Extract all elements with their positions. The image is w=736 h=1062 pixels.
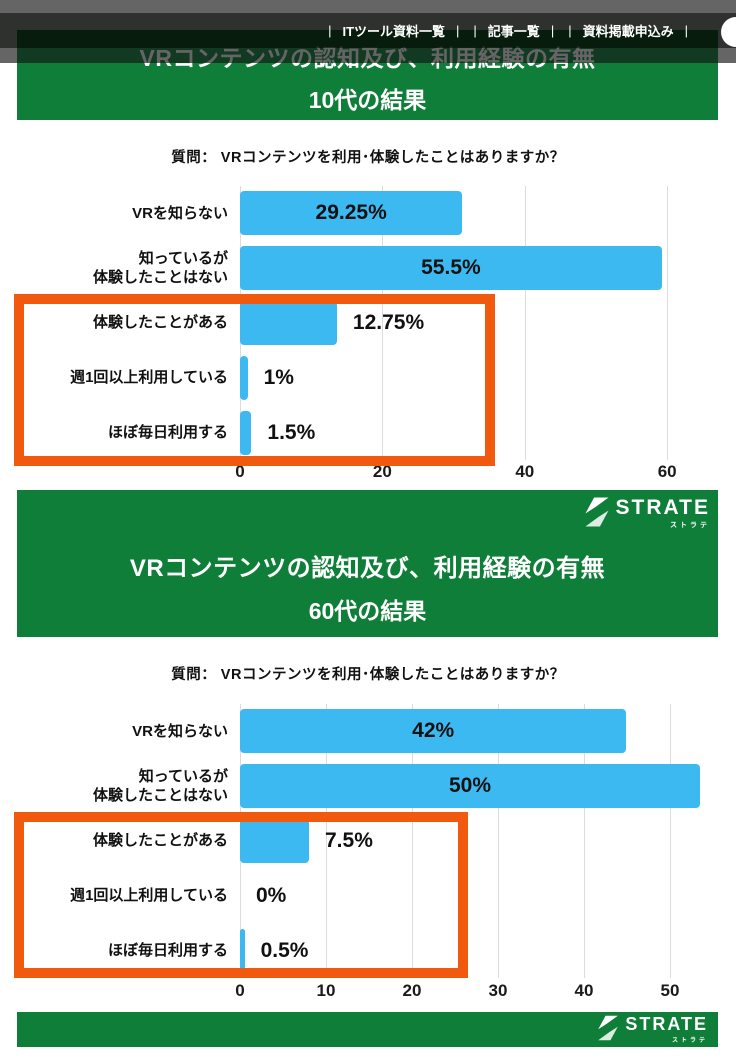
bar [240,355,248,400]
axis-tick: 20 [372,462,392,481]
axis-tick: 60 [657,462,677,481]
strate-logo-text: STRATE ストラテ [625,1014,708,1044]
chart-row: 体験したことがある 12.75% [0,296,736,351]
bar [240,709,627,754]
chart-row: 週1回以上利用している 1% [0,350,736,405]
highlight-rectangle-teens [14,294,495,466]
bar-value-label: 50% [448,774,492,798]
category-label: 体験したことがある [92,314,228,332]
bottom-brand-bar: STRATE ストラテ [17,1012,718,1047]
bar [240,246,662,291]
section-subtitle: 10代の結果 [308,87,427,113]
nav-separator: | [684,23,688,38]
nav-item-articles[interactable]: | 記事一覧 | [473,23,555,39]
axis-tick: 30 [488,981,508,1000]
axis-tick: 0 [235,462,245,481]
strate-logo-icon [584,497,609,527]
nav-separator: | [456,23,460,38]
plot-cell: 29.25% [240,186,736,241]
axis-tick: 50 [660,981,680,1000]
bar [240,764,700,809]
axis-tick: 10 [316,981,336,1000]
category-label: 週1回以上利用している [70,369,228,387]
category-label: 知っているが 体験したことはない [92,767,228,805]
category-label: ほぼ毎日利用する [107,941,228,959]
plot-cell: 55.5% [240,241,736,296]
nav-item-it-tools[interactable]: | ITツール資料一覧 | [328,23,460,39]
strate-logo: STRATE ストラテ [597,1015,708,1044]
bar [240,410,252,455]
nav-separator: | [473,23,477,38]
top-navbar: | ITツール資料一覧 | | 記事一覧 | | 資料掲載申込み | [0,13,736,48]
floating-widget-circle[interactable] [721,17,736,47]
bar [240,928,245,973]
section-subtitle: 60代の結果 [308,598,427,624]
plot-cell: 0% [240,868,736,923]
bar-chart-sixties: VRを知らない 42% 知っているが 体験したことはない 50% 体験したことが… [0,704,736,978]
plot-cell: 42% [240,704,736,759]
survey-question: 質問： VRコンテンツを利用･体験したことはありますか？ [171,667,565,683]
nav-separator: | [328,23,332,38]
section-header-sixties: STRATE ストラテ VRコンテンツの認知及び、利用経験の有無 60代の結果 [17,490,718,637]
bar [240,818,309,863]
category-label: VRを知らない [132,204,228,222]
category-label: VRを知らない [132,722,228,740]
survey-question: 質問： VRコンテンツを利用･体験したことはありますか？ [171,150,565,166]
chart-row: 体験したことがある 7.5% [0,814,736,869]
bar-value-label: 1.5% [267,420,316,444]
category-label: ほぼ毎日利用する [107,423,228,441]
top-shade-overlay [0,0,736,13]
section-title: VRコンテンツの認知及び、利用経験の有無 [129,555,606,582]
axis-tick: 40 [515,462,535,481]
bar-value-label: 55.5% [421,256,481,280]
strate-logo: STRATE ストラテ [584,497,710,530]
bar-value-label: 1% [263,365,294,389]
plot-cell: 12.75% [240,296,736,351]
category-label: 体験したことがある [92,832,228,850]
chart-row: ほぼ毎日利用する 0.5% [0,923,736,978]
plot-cell: 0.5% [240,923,736,978]
bar [240,191,463,236]
chart-row: ほぼ毎日利用する 1.5% [0,405,736,460]
x-axis: 0 20 40 60 [235,462,715,486]
axis-tick: 40 [574,981,594,1000]
strate-logo-icon [598,1015,619,1041]
category-label: 知っているが 体験したことはない [92,249,228,287]
category-label: 週1回以上利用している [70,887,228,905]
nav-separator: | [550,23,555,38]
bar-value-label: 29.25% [315,201,387,225]
plot-cell: 7.5% [240,814,736,869]
highlight-rectangle-sixties [14,812,468,978]
sub-shade-overlay [0,48,736,63]
nav-item-apply[interactable]: | 資料掲載申込み | [568,23,688,39]
bar-chart-teens: VRを知らない 29.25% 知っているが 体験したことはない 55.5% 体験… [0,186,736,460]
bar-value-label: 12.75% [352,310,425,334]
chart-row: 知っているが 体験したことはない 50% [0,759,736,814]
chart-row: VRを知らない 29.25% [0,186,736,241]
strate-logo-text: STRATE ストラテ [615,496,710,529]
chart-row: 週1回以上利用している 0% [0,868,736,923]
bar [240,300,337,345]
chart-row: VRを知らない 42% [0,704,736,759]
nav-separator: | [568,23,572,38]
axis-tick: 20 [402,981,422,1000]
bar-value-label: 0.5% [260,938,309,962]
bar-value-label: 0% [256,883,287,907]
plot-cell: 1% [240,350,736,405]
bar-value-label: 42% [412,719,455,743]
x-axis: 0 10 20 30 40 50 [235,981,715,1005]
plot-cell: 1.5% [240,405,736,460]
chart-row: 知っているが 体験したことはない 55.5% [0,241,736,296]
axis-tick: 0 [235,981,245,1000]
bar-value-label: 7.5% [325,828,373,852]
plot-cell: 50% [240,759,736,814]
